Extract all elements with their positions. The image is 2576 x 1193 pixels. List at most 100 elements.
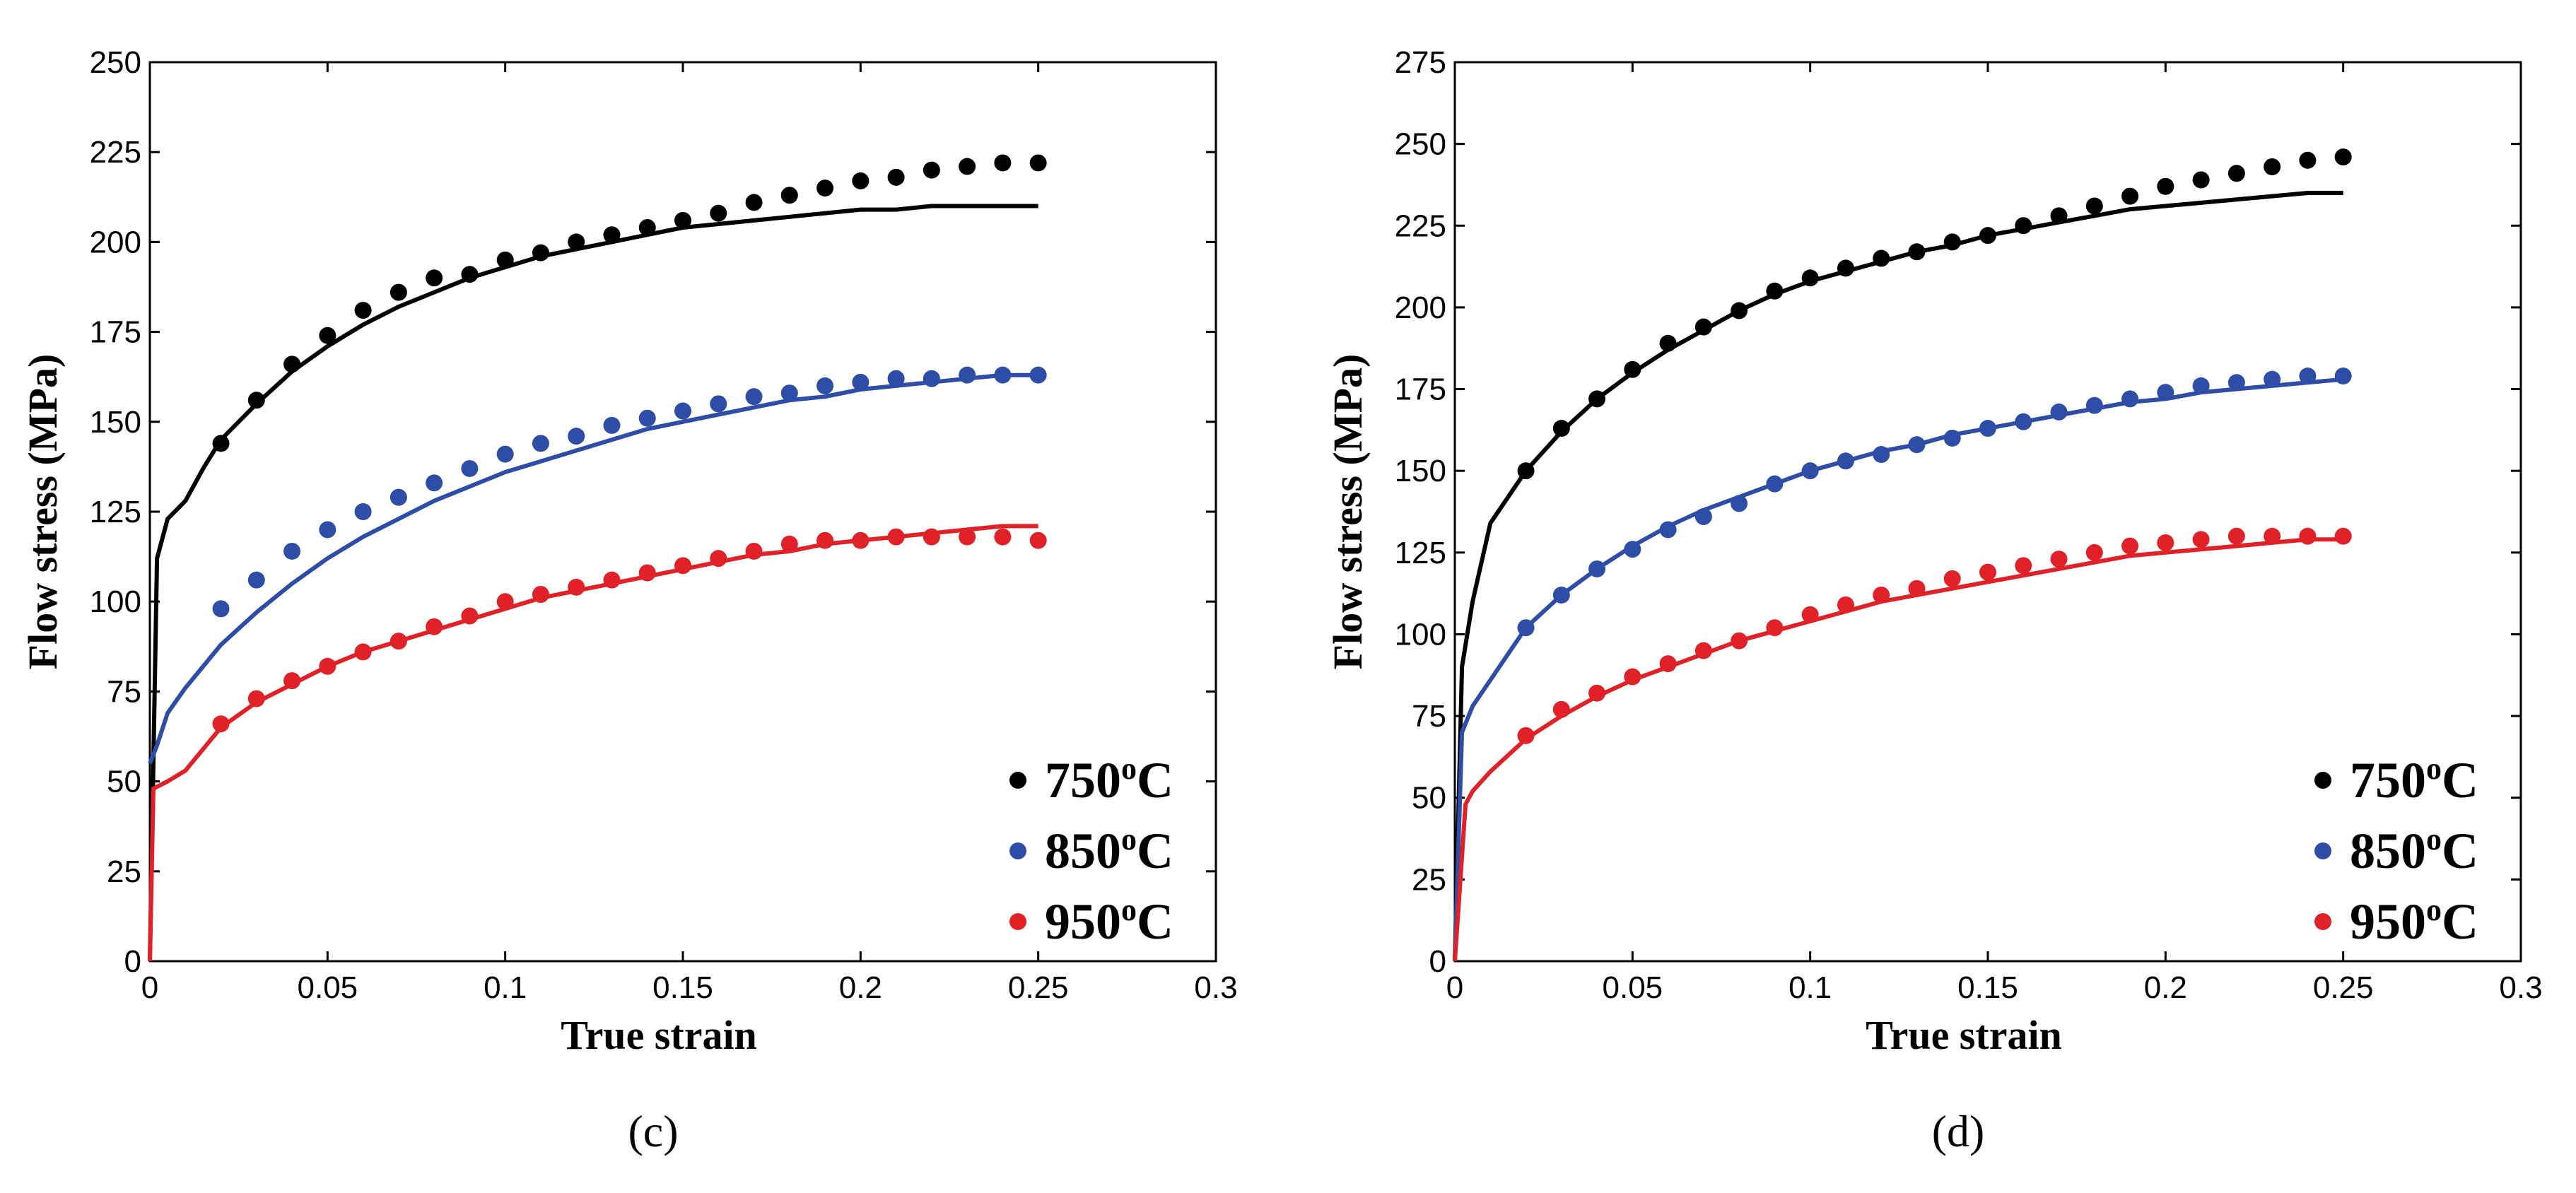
y-tick-label: 200	[1395, 290, 1446, 325]
legend-label-850: 850oC	[1045, 822, 1173, 879]
legend-label-750: 750oC	[2350, 751, 2478, 809]
data-point-750	[247, 392, 265, 409]
data-point-750	[2334, 148, 2352, 166]
x-tick-label: 0.2	[2144, 970, 2187, 1005]
data-point-950	[816, 531, 834, 549]
data-point-750	[532, 244, 549, 261]
data-point-750	[319, 327, 336, 344]
chart-panel-d: 0 25 50 75 100 125 150 175 200 225 250 275 0 0.05 0.1…	[1325, 45, 2543, 1156]
data-point-950	[2121, 537, 2139, 555]
y-tick-label: 100	[1395, 617, 1446, 652]
data-point-850	[247, 571, 265, 589]
data-point-750	[1588, 390, 1606, 408]
legend-marker-950	[1009, 913, 1026, 930]
x-tick-label: 0.25	[2313, 970, 2374, 1005]
data-point-850	[1801, 462, 1819, 480]
y-tick-label: 275	[1395, 45, 1446, 80]
data-point-850	[887, 370, 905, 387]
data-point-750	[2192, 171, 2210, 189]
data-point-750	[1943, 233, 1961, 251]
data-point-850	[1837, 452, 1854, 470]
y-tick-label: 100	[90, 584, 141, 619]
data-point-750	[1029, 154, 1047, 172]
data-point-950	[674, 557, 691, 575]
data-point-850	[1943, 429, 1961, 447]
data-point-850	[1659, 521, 1677, 539]
data-point-850	[283, 542, 301, 560]
model-curve-850	[1453, 377, 2343, 962]
data-point-950	[1029, 531, 1047, 549]
data-point-750	[2085, 197, 2103, 215]
data-point-750	[496, 251, 514, 269]
y-tick-label: 50	[1412, 781, 1446, 816]
data-point-750	[638, 219, 656, 237]
data-point-950	[710, 550, 727, 568]
data-point-850	[1908, 436, 1926, 454]
model-curve-750	[1453, 191, 2343, 962]
y-tick-label: 25	[1412, 862, 1446, 897]
data-point-750	[1731, 302, 1748, 319]
data-point-750	[2299, 151, 2317, 169]
model-curve-850	[148, 372, 1038, 765]
data-point-750	[461, 266, 479, 283]
data-point-850	[461, 459, 479, 477]
panel-caption: (d)	[1932, 1106, 1985, 1156]
data-point-850	[638, 409, 656, 427]
legend-marker-850	[2314, 842, 2331, 859]
x-tick-label: 0.1	[1788, 970, 1832, 1005]
data-point-850	[426, 474, 443, 492]
data-point-850	[2085, 396, 2103, 414]
data-point-750	[2015, 217, 2032, 235]
data-point-950	[2227, 527, 2245, 545]
axis-ticks	[148, 61, 1217, 963]
data-point-750	[959, 158, 976, 175]
data-point-750	[887, 168, 905, 186]
x-tick-label: 0.05	[1603, 970, 1663, 1005]
y-tick-label: 175	[1395, 372, 1446, 407]
data-point-850	[674, 402, 691, 420]
x-tick-labels: 0 0.05 0.1 0.15 0.2 0.25 0.3	[141, 970, 1238, 1005]
data-point-750	[2157, 177, 2174, 195]
data-point-850	[780, 384, 798, 402]
data-point-850	[1979, 420, 1996, 437]
x-tick-label: 0.15	[652, 970, 713, 1005]
data-point-950	[603, 571, 621, 589]
data-point-950	[994, 528, 1012, 546]
data-point-950	[496, 593, 514, 611]
data-point-850	[390, 488, 407, 506]
data-point-750	[390, 283, 407, 301]
data-point-950	[247, 690, 265, 707]
data-point-850	[319, 521, 336, 539]
data-point-950	[461, 607, 479, 625]
data-point-950	[2264, 527, 2281, 545]
data-point-750	[426, 269, 443, 287]
model-curves	[1453, 191, 2343, 962]
data-point-850	[1588, 560, 1606, 577]
panel-caption: (c)	[628, 1106, 678, 1156]
data-point-750	[745, 194, 763, 211]
data-point-750	[1659, 334, 1677, 352]
data-point-850	[568, 428, 585, 445]
data-point-950	[638, 564, 656, 582]
data-point-850	[2227, 374, 2245, 392]
data-point-950	[1731, 632, 1748, 650]
data-point-950	[390, 633, 407, 650]
y-axis-title: Flow stress (MPa)	[1325, 354, 1371, 670]
x-tick-labels: 0 0.05 0.1 0.15 0.2 0.25 0.3	[1446, 970, 2543, 1005]
experimental-points	[212, 154, 1047, 733]
legend-marker-950	[2314, 913, 2331, 930]
data-point-750	[816, 180, 834, 197]
data-point-750	[283, 355, 301, 373]
y-tick-label: 250	[90, 45, 141, 80]
plot-frame	[1453, 61, 2522, 963]
data-point-850	[212, 600, 230, 618]
data-point-950	[354, 643, 372, 661]
y-tick-label: 50	[107, 765, 141, 799]
data-point-950	[780, 535, 798, 553]
y-tick-label: 150	[90, 405, 141, 440]
x-axis-title: True strain	[561, 1012, 757, 1058]
data-point-750	[2227, 165, 2245, 182]
legend-marker-750	[1009, 772, 1026, 789]
data-point-950	[568, 578, 585, 596]
data-point-950	[532, 586, 549, 604]
